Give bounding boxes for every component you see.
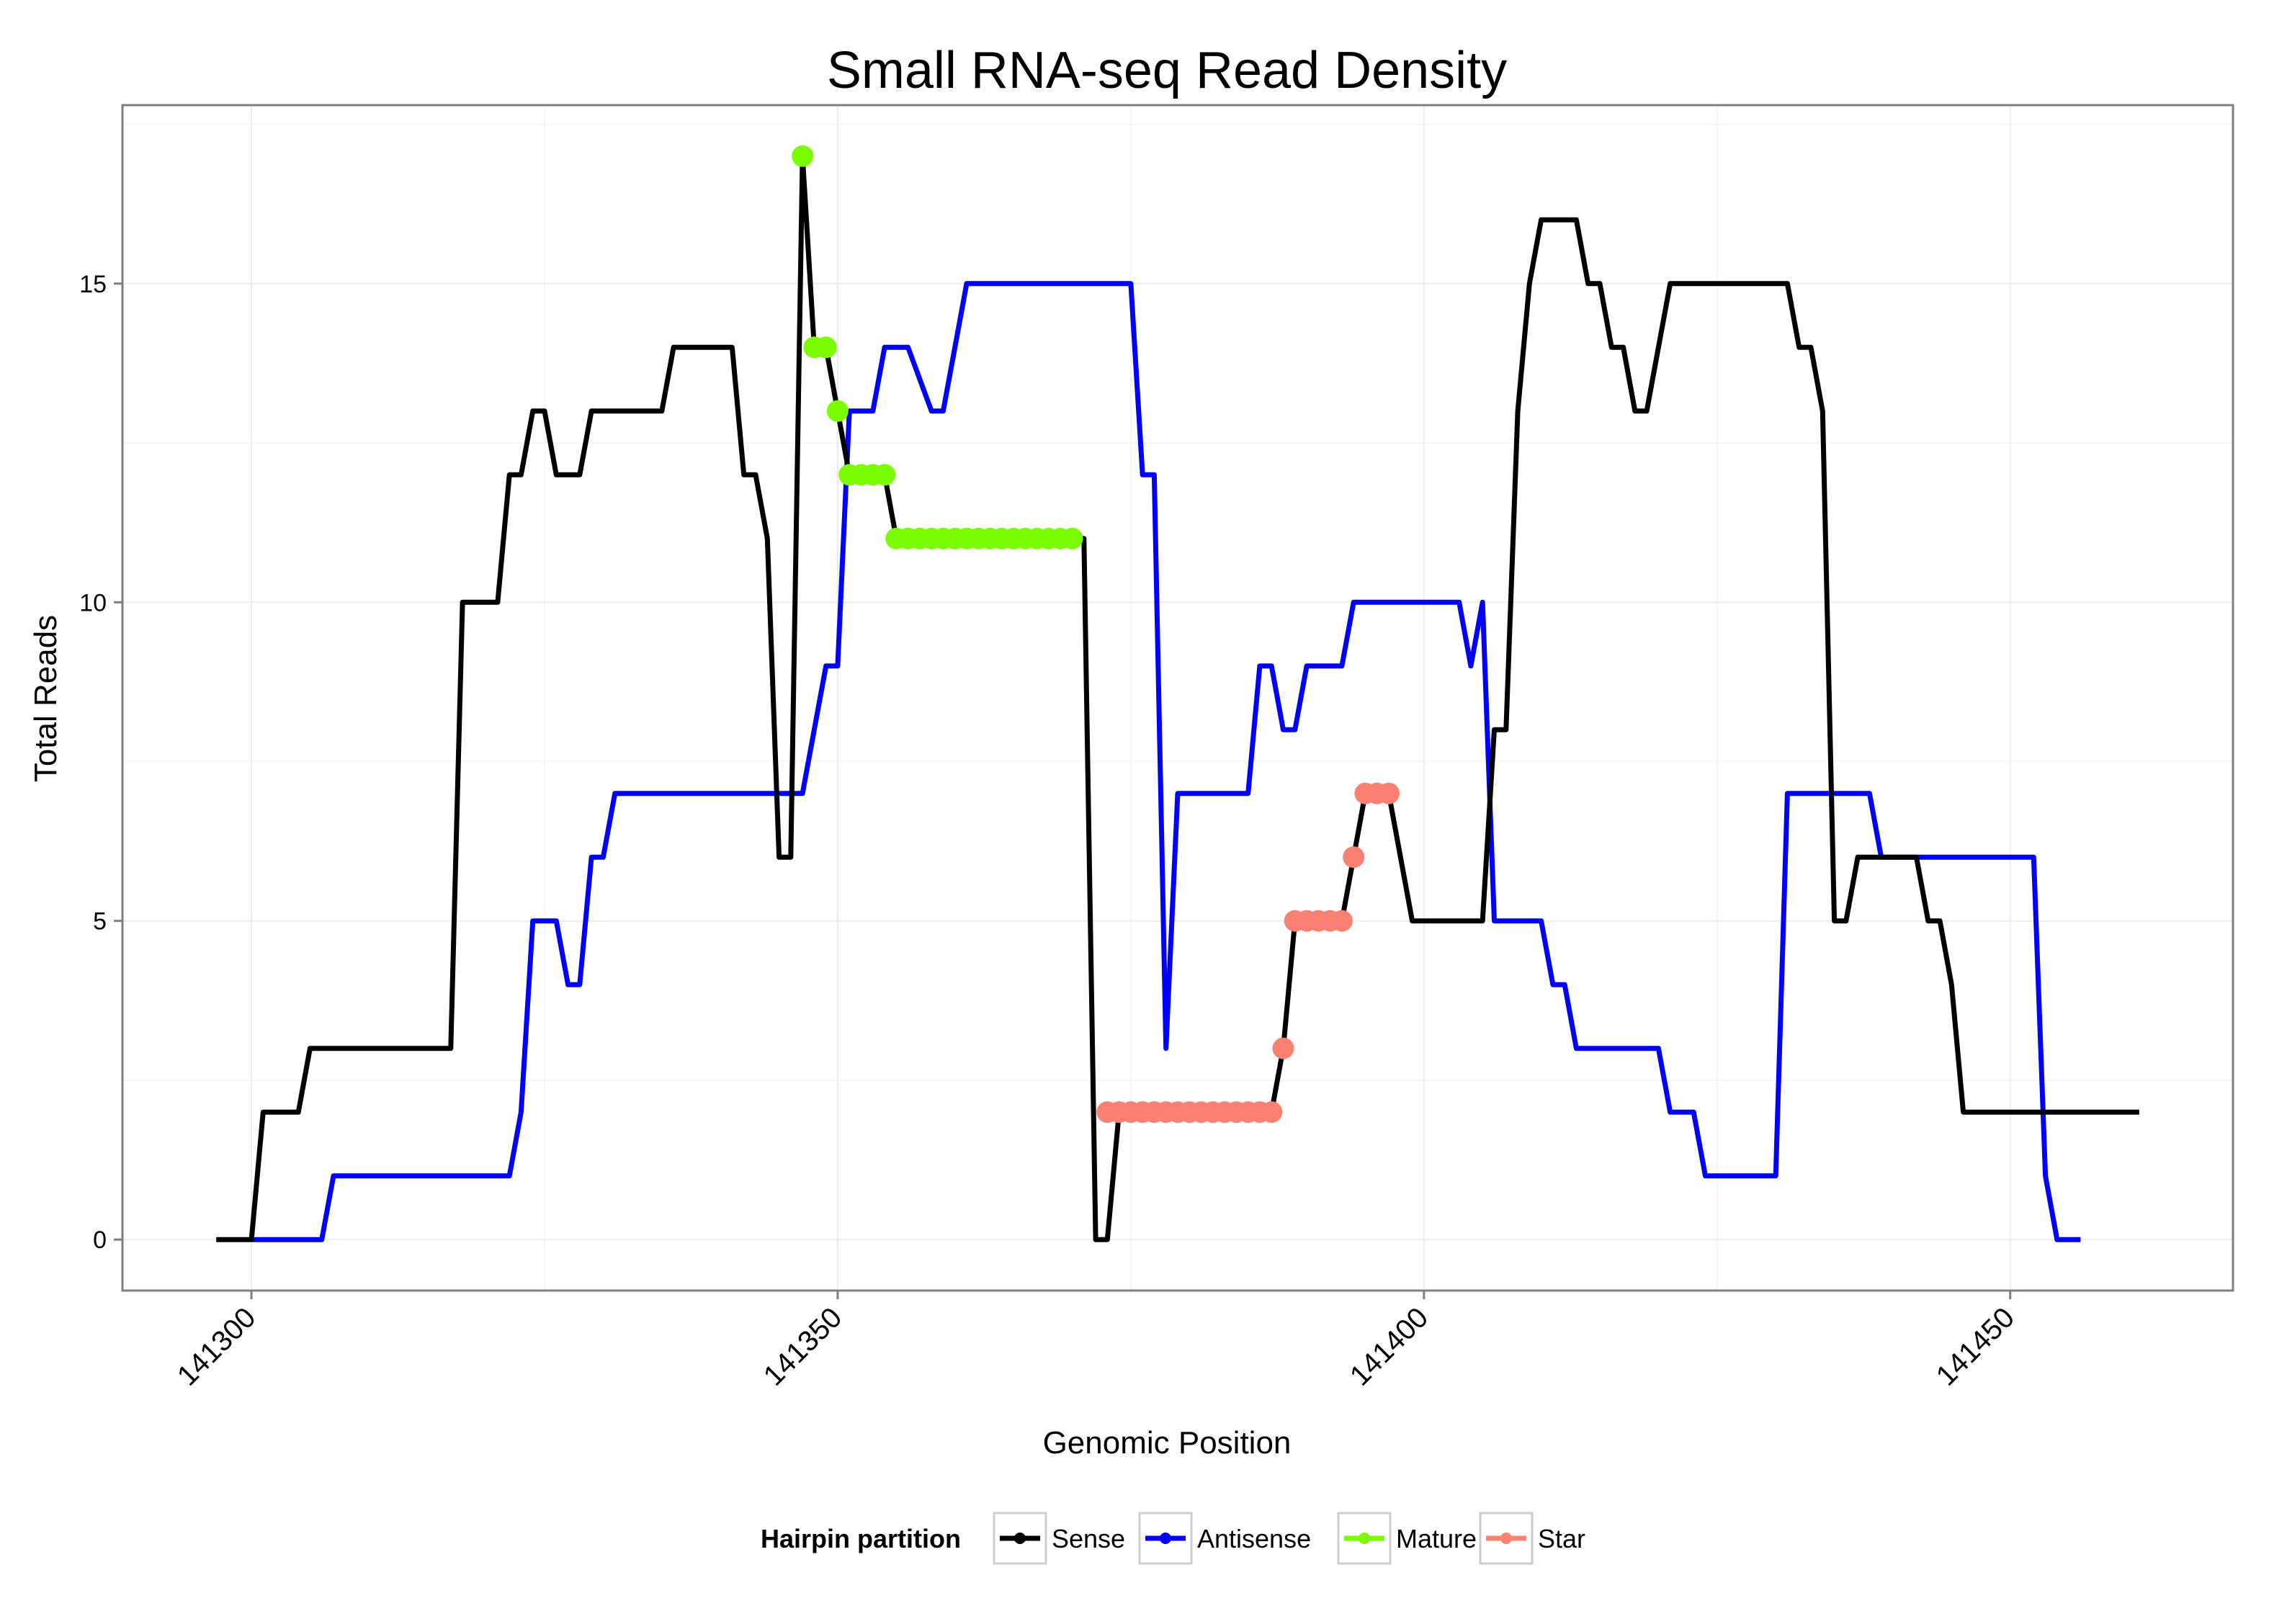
y-tick-label: 15 [79,271,107,298]
plot-border [121,104,2234,1292]
legend-item-star: Star [1479,1512,1585,1565]
star-point [1343,846,1365,869]
legend-key-point [1359,1533,1370,1544]
legend-key-point [1500,1533,1512,1544]
legend-key-point [1014,1533,1026,1544]
mature-point [826,400,849,422]
legend-key-point [1160,1533,1171,1544]
gridlines [122,105,2233,1291]
legend-label-sense: Sense [1052,1524,1125,1553]
star-point [1330,910,1353,932]
antisense-line [251,281,2081,1242]
star-point [1378,782,1400,804]
legend-title: Hairpin partition [761,1524,961,1553]
y-tick-label: 5 [93,908,107,936]
legend-item-mature: Mature [1337,1512,1477,1565]
antisense-series [251,281,2081,1242]
mature-point [874,464,896,486]
chart-title: Small RNA-seq Read Density [827,42,1507,99]
series-layer [216,145,2139,1242]
mature-point [792,145,814,167]
legend-item-antisense: Antisense [1138,1512,1311,1565]
x-axis-label: Genomic Position [1043,1425,1292,1461]
y-axis-label: Total Reads [28,615,63,782]
legend-label-antisense: Antisense [1197,1524,1311,1553]
mature-series [792,145,1083,549]
y-tick-label: 0 [93,1226,107,1254]
legend: Hairpin partition Sense Antisense Mature Sta… [761,1512,1585,1565]
mature-point [1061,527,1083,549]
mature-point [815,336,837,359]
star-series [1096,782,1400,1123]
legend-label-mature: Mature [1396,1524,1477,1553]
star-point [1261,1101,1283,1123]
legend-label-star: Star [1538,1524,1585,1553]
y-tick-label: 10 [79,589,107,616]
star-point [1272,1037,1294,1059]
legend-item-sense: Sense [993,1512,1125,1565]
